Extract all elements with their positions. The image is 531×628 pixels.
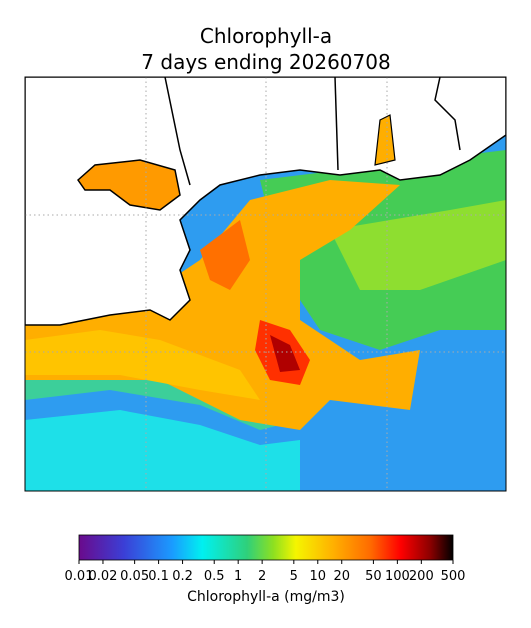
chlorophyll-low <box>25 410 300 491</box>
colorbar-tick-label: 50 <box>365 569 382 584</box>
colorbar-tick-label: 10 <box>310 569 327 584</box>
map-frame <box>24 76 507 492</box>
colorbar-label: Chlorophyll-a (mg/m3) <box>187 589 345 605</box>
colorbar-tick-label: 5 <box>290 569 298 584</box>
colorbar-tick-label: 0.02 <box>88 569 117 584</box>
colorbar-tick-label: 100 <box>385 569 410 584</box>
map <box>25 77 506 491</box>
chlorophyll-high <box>25 330 260 400</box>
colorbar <box>78 534 454 561</box>
chlorophyll-very-high <box>270 335 300 372</box>
chlorophyll-mid <box>330 200 506 290</box>
lake <box>77 159 181 211</box>
title-line: Chlorophyll-a <box>200 24 332 48</box>
colorbar-tick-label: 20 <box>333 569 350 584</box>
border <box>334 77 339 171</box>
colorbar-tick-label: 0.5 <box>204 569 225 584</box>
colorbar-tick-label: 0.01 <box>65 569 94 584</box>
colorbar-tick-label: 1 <box>234 569 242 584</box>
border <box>164 77 191 186</box>
colorbar-tick-label: 2 <box>258 569 266 584</box>
bay <box>374 114 396 166</box>
colorbar-tick-label: 0.05 <box>120 569 149 584</box>
title-line: 7 days ending 20260708 <box>141 50 390 74</box>
colorbar-tick-label: 0.2 <box>172 569 193 584</box>
colorbar-tick-label: 200 <box>409 569 434 584</box>
colorbar-tick-label: 0.1 <box>148 569 169 584</box>
colorbar-tick-label: 500 <box>441 569 466 584</box>
border <box>434 77 461 151</box>
chlorophyll-very-high <box>200 220 250 290</box>
